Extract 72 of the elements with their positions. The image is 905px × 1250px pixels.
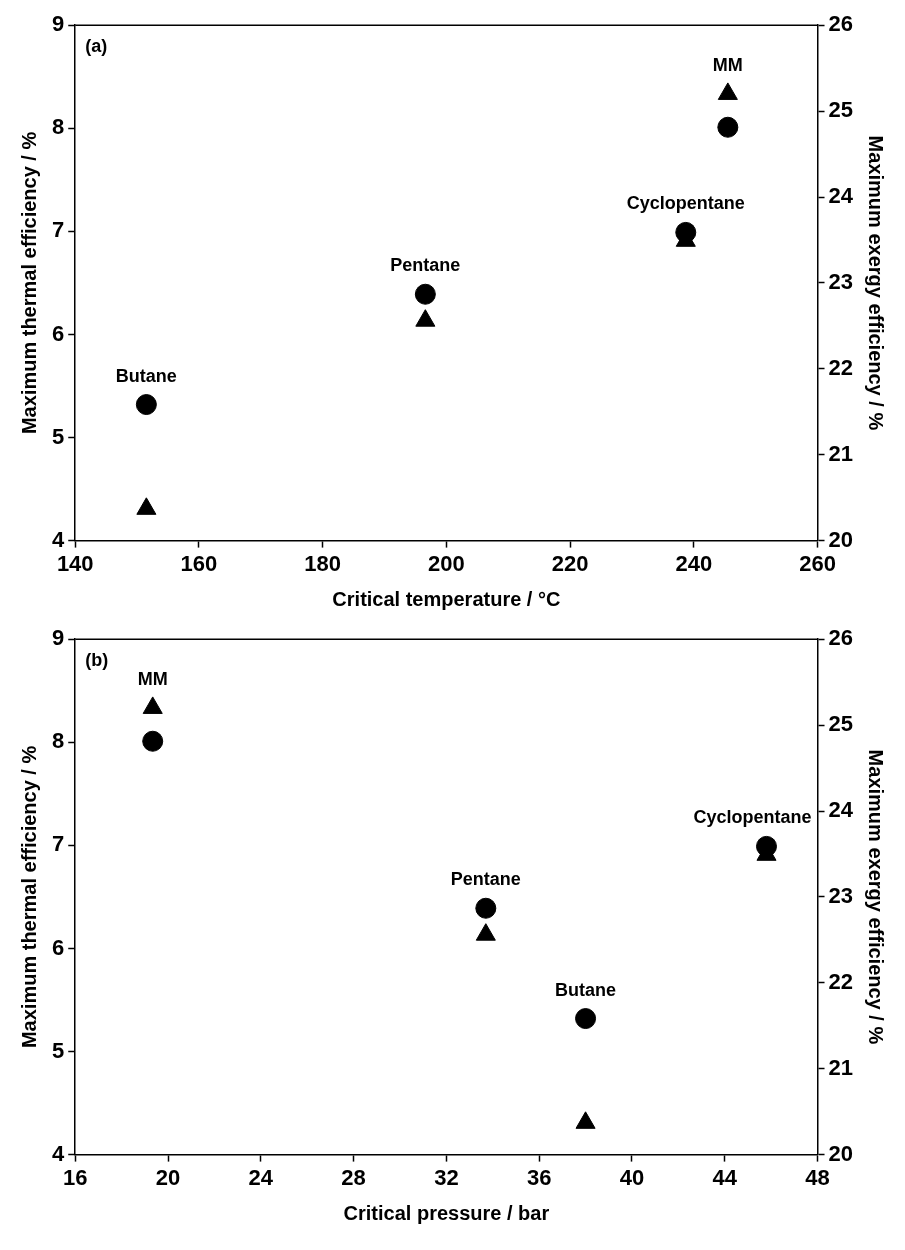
y2-tick-label: 22 bbox=[828, 354, 854, 380]
y2-tick-label: 23 bbox=[828, 268, 854, 294]
x-tick-label: 240 bbox=[675, 550, 713, 576]
x-tick-label: 36 bbox=[526, 1164, 552, 1190]
y2-axis-title: Maximum exergy efficiency / % bbox=[865, 135, 888, 431]
annotation: Butane bbox=[115, 365, 177, 386]
annotation: Pentane bbox=[390, 255, 461, 276]
y2-tick-label: 23 bbox=[828, 882, 854, 908]
point bbox=[142, 696, 163, 714]
y-tick-label: 5 bbox=[51, 1037, 65, 1063]
annotation: (a) bbox=[85, 36, 108, 57]
y2-tick-label: 21 bbox=[828, 1054, 854, 1080]
x-tick-label: 32 bbox=[434, 1164, 459, 1190]
y-axis-title: Maximum thermal efficiency / % bbox=[17, 131, 40, 435]
annotation: Cyclopentane bbox=[693, 807, 812, 828]
point bbox=[717, 82, 738, 100]
point bbox=[717, 116, 739, 138]
point bbox=[142, 730, 164, 752]
y-tick-label: 4 bbox=[51, 526, 65, 552]
y-tick-label: 8 bbox=[51, 728, 65, 754]
y2-tick-label: 26 bbox=[828, 625, 854, 651]
point bbox=[136, 497, 157, 515]
y-tick-label: 7 bbox=[51, 831, 65, 857]
x-tick-label: 48 bbox=[805, 1164, 830, 1190]
x-tick-label: 40 bbox=[619, 1164, 645, 1190]
y-tick-label: 9 bbox=[51, 625, 65, 651]
y-tick-label: 6 bbox=[51, 320, 65, 346]
x-tick-label: 28 bbox=[341, 1164, 366, 1190]
y2-tick-label: 24 bbox=[828, 797, 854, 823]
y2-axis-title: Maximum exergy efficiency / % bbox=[865, 749, 888, 1045]
annotation: Cyclopentane bbox=[626, 193, 745, 214]
x-tick-label: 44 bbox=[712, 1164, 738, 1190]
y2-tick-label: 26 bbox=[828, 11, 854, 37]
annotation: MM bbox=[712, 54, 743, 75]
point bbox=[414, 283, 436, 305]
x-tick-label: 140 bbox=[56, 550, 94, 576]
y2-tick-label: 25 bbox=[828, 97, 854, 123]
point bbox=[475, 923, 496, 941]
x-tick-label: 180 bbox=[304, 550, 342, 576]
annotation: Butane bbox=[555, 979, 617, 1000]
y-tick-label: 7 bbox=[51, 217, 65, 243]
x-tick-label: 16 bbox=[62, 1164, 88, 1190]
x-tick-label: 24 bbox=[248, 1164, 274, 1190]
y2-tick-label: 25 bbox=[828, 711, 854, 737]
y-tick-label: 4 bbox=[51, 1140, 65, 1166]
annotation: Pentane bbox=[450, 869, 521, 890]
point bbox=[415, 309, 436, 327]
y-tick-label: 6 bbox=[51, 934, 65, 960]
y2-tick-label: 20 bbox=[828, 1140, 854, 1166]
y-tick-label: 8 bbox=[51, 114, 65, 140]
point bbox=[575, 1008, 597, 1030]
x-tick-label: 20 bbox=[155, 1164, 181, 1190]
y2-tick-label: 20 bbox=[828, 526, 854, 552]
x-tick-label: 260 bbox=[799, 550, 836, 576]
x-tick-label: 160 bbox=[180, 550, 218, 576]
x-tick-label: 220 bbox=[551, 550, 589, 576]
y-axis-title: Maximum thermal efficiency / % bbox=[17, 745, 40, 1049]
point bbox=[756, 835, 777, 857]
x-axis-title: Critical pressure / bar bbox=[343, 1201, 550, 1224]
x-axis-title: Critical temperature / °C bbox=[332, 587, 561, 610]
point bbox=[675, 221, 697, 243]
point bbox=[475, 897, 497, 919]
y2-tick-label: 21 bbox=[828, 440, 854, 466]
annotation: MM bbox=[137, 668, 168, 689]
x-tick-label: 200 bbox=[428, 550, 465, 576]
point bbox=[135, 394, 157, 416]
y2-tick-label: 22 bbox=[828, 968, 854, 994]
y-tick-label: 5 bbox=[51, 423, 65, 449]
y-tick-label: 9 bbox=[51, 11, 65, 37]
y2-tick-label: 24 bbox=[828, 183, 854, 209]
point bbox=[575, 1111, 596, 1129]
annotation: (b) bbox=[85, 650, 109, 671]
